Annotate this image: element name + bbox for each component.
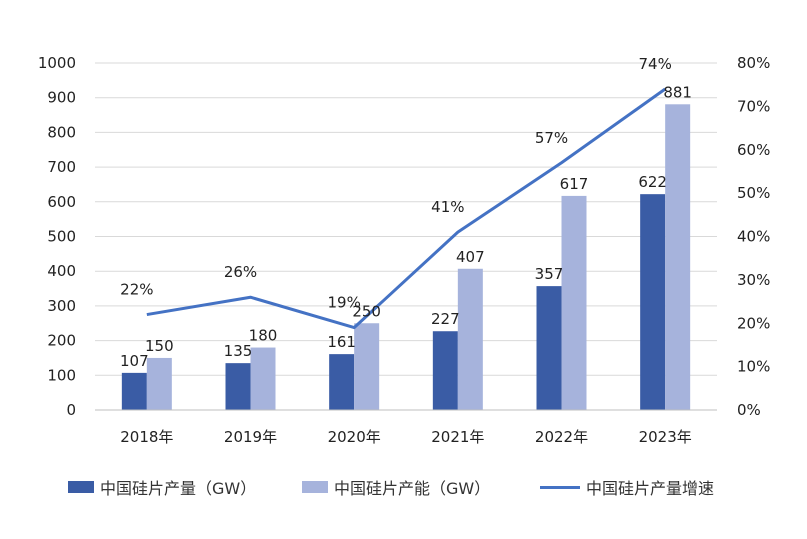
legend-swatch-capacity	[302, 481, 328, 493]
data-label-capacity: 180	[249, 327, 278, 345]
x-tick-label: 2021年	[431, 428, 484, 446]
y-left-tick-label: 700	[47, 158, 76, 176]
bar-capacity	[561, 195, 587, 410]
data-label-capacity: 881	[663, 83, 692, 101]
y-left-tick-label: 300	[47, 297, 76, 315]
bar-capacity	[146, 357, 172, 410]
bar-production	[536, 286, 562, 410]
legend-swatch-growth	[540, 485, 580, 489]
y-right-tick-label: 40%	[737, 228, 770, 246]
data-label-capacity: 407	[456, 248, 485, 266]
legend: 中国硅片产量（GW） 中国硅片产能（GW） 中国硅片产量增速	[0, 472, 807, 502]
data-label-growth: 26%	[224, 263, 257, 281]
bar-production	[121, 372, 147, 410]
data-label-growth: 74%	[638, 55, 671, 73]
legend-label-growth: 中国硅片产量增速	[586, 479, 715, 498]
y-right-tick-label: 50%	[737, 184, 770, 202]
data-label-growth: 19%	[327, 294, 360, 312]
y-right-tick-label: 60%	[737, 141, 770, 159]
axis-layer: 0 100 200 300 400 500 600 700 800 900 1000 0% 10% 20%…	[38, 54, 771, 446]
legend-swatch-production	[68, 481, 94, 493]
legend-label-production: 中国硅片产量（GW）	[100, 479, 257, 498]
y-right-tick-label: 30%	[737, 271, 770, 289]
bar-production	[329, 354, 355, 410]
y-right-tick-label: 80%	[737, 54, 770, 72]
data-label-capacity: 617	[560, 175, 589, 193]
y-left-tick-label: 200	[47, 332, 76, 350]
growth-line	[146, 87, 667, 330]
y-left-tick-label: 500	[47, 228, 76, 246]
y-left-tick-label: 0	[66, 401, 76, 419]
data-label-capacity: 250	[352, 302, 381, 320]
y-right-tick-label: 70%	[737, 97, 770, 115]
data-label-growth: 22%	[120, 281, 153, 299]
x-tick-label: 2023年	[639, 428, 692, 446]
y-left-tick-label: 1000	[38, 54, 76, 72]
bar-capacity	[354, 323, 380, 410]
x-tick-label: 2018年	[120, 428, 173, 446]
data-label-production: 161	[327, 333, 356, 351]
data-label-growth: 41%	[431, 198, 464, 216]
y-right-tick-label: 0%	[737, 401, 761, 419]
y-left-tick-label: 400	[47, 262, 76, 280]
grid-layer	[95, 62, 717, 376]
y-left-tick-label: 900	[47, 89, 76, 107]
data-label-growth: 57%	[535, 129, 568, 147]
x-tick-label: 2020年	[328, 428, 381, 446]
y-left-tick-label: 600	[47, 193, 76, 211]
bar-production	[432, 331, 458, 410]
data-label-production: 227	[431, 310, 460, 328]
data-label-production: 107	[120, 352, 149, 370]
bar-production	[225, 363, 251, 410]
y-right-tick-label: 10%	[737, 358, 770, 376]
data-label-production: 357	[535, 265, 564, 283]
bar-layer	[121, 104, 691, 410]
legend-label-capacity: 中国硅片产能（GW）	[334, 479, 491, 498]
data-label-capacity: 150	[145, 337, 174, 355]
bar-production	[640, 194, 666, 410]
bar-capacity	[250, 347, 276, 410]
legend-item-production[interactable]: 中国硅片产量（GW）	[68, 472, 256, 502]
x-tick-label: 2019年	[224, 428, 277, 446]
bar-capacity	[457, 268, 483, 410]
y-left-tick-label: 800	[47, 123, 76, 141]
x-tick-label: 2022年	[535, 428, 588, 446]
line-layer	[146, 87, 667, 330]
legend-item-growth[interactable]: 中国硅片产量增速	[540, 472, 714, 502]
bar-capacity	[665, 104, 691, 410]
legend-item-capacity[interactable]: 中国硅片产能（GW）	[302, 472, 490, 502]
data-label-production: 622	[638, 173, 667, 191]
data-label-production: 135	[224, 342, 253, 360]
y-right-tick-label: 20%	[737, 314, 770, 332]
y-left-tick-label: 100	[47, 366, 76, 384]
